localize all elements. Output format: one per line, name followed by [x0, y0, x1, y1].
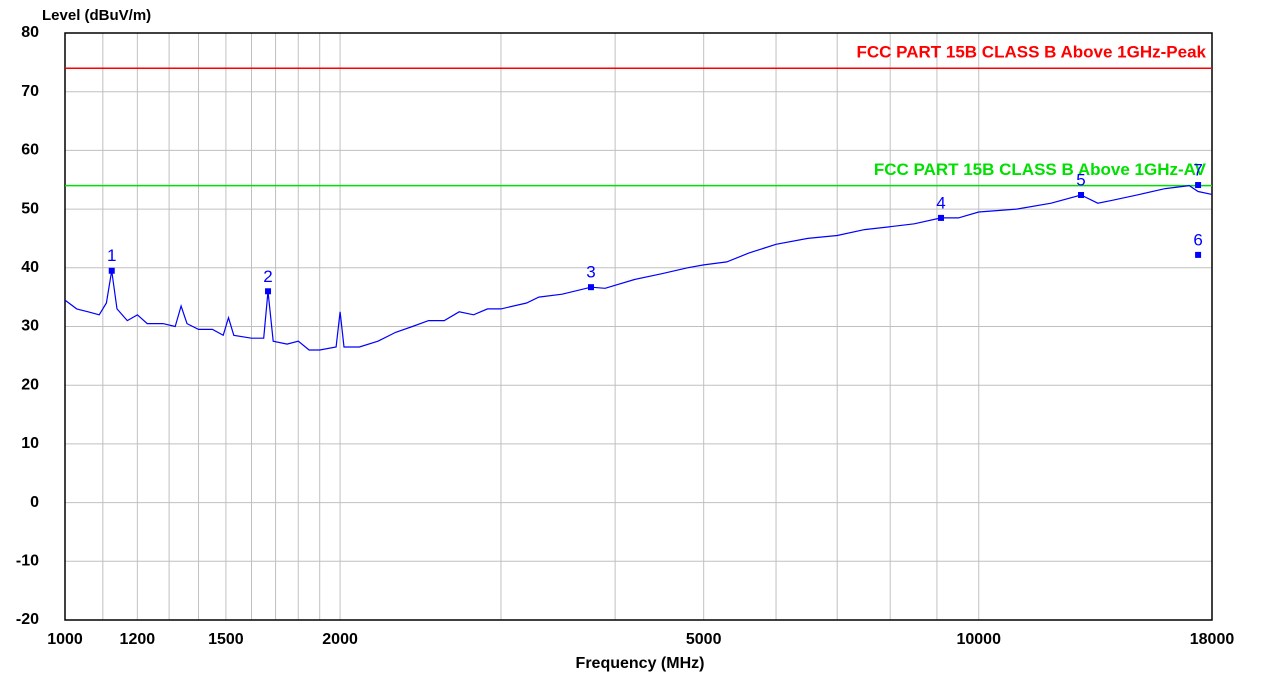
- y-axis-title: Level (dBuV/m): [42, 7, 151, 24]
- marker-label: 7: [1193, 161, 1202, 180]
- trace: [64, 184, 1213, 351]
- marker-label: 3: [586, 263, 595, 282]
- y-tick-label: 10: [21, 435, 39, 452]
- marker: [1195, 251, 1202, 258]
- marker-label: 2: [263, 267, 272, 286]
- marker: [108, 267, 115, 274]
- y-tick-label: 80: [21, 24, 39, 41]
- marker-label: 4: [936, 193, 945, 212]
- x-tick-label: 2000: [322, 631, 358, 648]
- x-tick-label: 10000: [956, 631, 1001, 648]
- y-tick-label: 40: [21, 259, 39, 276]
- marker-label: 1: [107, 246, 116, 265]
- y-tick-label: 50: [21, 200, 39, 217]
- x-tick-label: 1200: [120, 631, 156, 648]
- marker: [1078, 192, 1085, 199]
- y-tick-label: -10: [16, 553, 39, 570]
- marker: [938, 214, 945, 221]
- x-tick-label: 1000: [47, 631, 83, 648]
- y-tick-label: 70: [21, 83, 39, 100]
- plot-frame: [64, 32, 1213, 621]
- marker-label: 5: [1076, 170, 1085, 189]
- y-tick-label: 0: [30, 494, 39, 511]
- marker: [1195, 182, 1202, 189]
- x-tick-label: 5000: [686, 631, 722, 648]
- y-tick-label: 20: [21, 376, 39, 393]
- x-tick-label: 1500: [208, 631, 244, 648]
- y-tick-label: -20: [16, 611, 39, 628]
- limit-label: FCC PART 15B CLASS B Above 1GHz-AV: [874, 160, 1207, 179]
- x-tick-label: 18000: [1190, 631, 1235, 648]
- y-tick-label: 30: [21, 318, 39, 335]
- marker: [265, 288, 272, 295]
- limit-label: FCC PART 15B CLASS B Above 1GHz-Peak: [856, 43, 1206, 62]
- y-tick-label: 60: [21, 142, 39, 159]
- marker-label: 6: [1193, 230, 1202, 249]
- marker: [587, 284, 594, 291]
- x-axis-title: Frequency (MHz): [576, 655, 705, 672]
